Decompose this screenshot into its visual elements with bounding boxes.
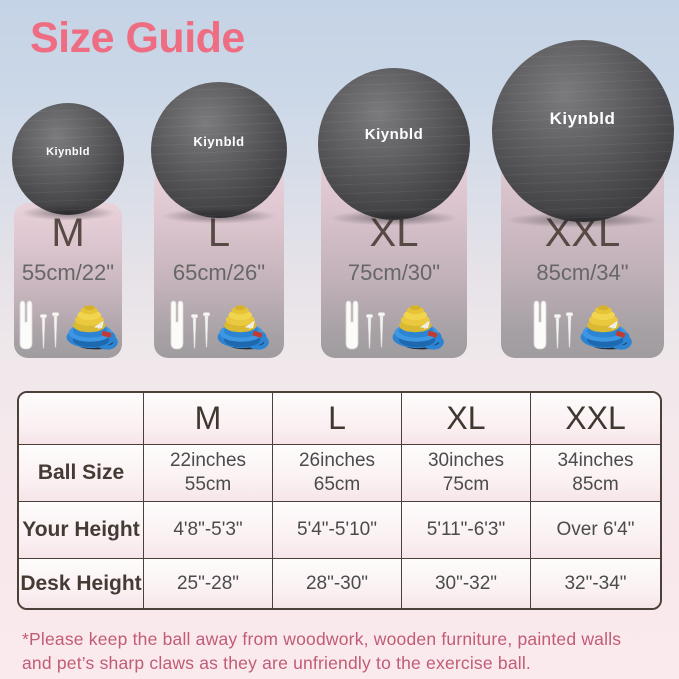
inflation-needle-icon <box>39 314 47 349</box>
row-label-your-height: Your Height <box>19 502 144 559</box>
accessories-row <box>530 295 635 351</box>
plug-remover-icon <box>170 300 183 350</box>
plug-remover-icon <box>19 300 32 350</box>
plug-remover-icon <box>533 300 547 350</box>
size-card-xxl: Kiynbld XXL 85cm/34" <box>491 40 674 358</box>
table-header-l: L <box>273 393 402 445</box>
table-cell: 26inches 65cm <box>273 445 402 502</box>
footnote-text: *Please keep the ball away from woodwork… <box>22 629 622 673</box>
table-cell: 34inches 85cm <box>531 445 660 502</box>
exercise-ball-l: Kiynbld <box>151 82 287 224</box>
table-cell: 5'4"-5'10" <box>273 502 402 559</box>
brand-logo: Kiynbld <box>46 145 90 158</box>
table-cell: 25"-28" <box>144 559 273 608</box>
accessories-row <box>16 295 121 351</box>
inflation-needle-icon <box>190 314 198 349</box>
size-card-xl: Kiynbld XL 75cm/30" <box>318 68 470 358</box>
brand-logo: Kiynbld <box>193 133 245 149</box>
table-cell: Over 6'4" <box>531 502 660 559</box>
inflation-needle-icon <box>554 314 561 349</box>
size-label: L <box>207 211 231 255</box>
size-label: M <box>51 211 85 255</box>
foot-pump-icon <box>392 305 444 350</box>
table-cell: 22inches 55cm <box>144 445 273 502</box>
brand-logo: Kiynbld <box>549 109 616 129</box>
exercise-ball-xl: Kiynbld <box>318 68 470 226</box>
row-label-ball-size: Ball Size <box>19 445 144 502</box>
table-header-xxl: XXL <box>531 393 660 445</box>
table-header-xl: XL <box>402 393 531 445</box>
inflation-needle-icon <box>202 312 210 348</box>
dimension-label: 85cm/34" <box>536 260 629 285</box>
size-table: M L XL XXL Ball Size 22inches 55cm 26inc… <box>17 391 662 610</box>
size-card-l: Kiynbld L 65cm/26" <box>151 82 287 358</box>
table-header-empty <box>19 393 144 445</box>
table-cell: 30"-32" <box>402 559 531 608</box>
accessories-row <box>342 295 447 351</box>
size-card-m: Kiynbld M 55cm/22" <box>12 103 124 358</box>
accessories-row <box>167 295 272 351</box>
dimension-label: 75cm/30" <box>347 260 441 285</box>
table-header-m: M <box>144 393 273 445</box>
table-cell: 4'8"-5'3" <box>144 502 273 559</box>
foot-pump-icon <box>580 305 632 350</box>
dimension-label: 55cm/22" <box>21 260 115 285</box>
plug-remover-icon <box>345 300 358 350</box>
table-cell: 28"-30" <box>273 559 402 608</box>
row-label-desk-height: Desk Height <box>19 559 144 608</box>
exercise-ball-m: Kiynbld <box>12 103 124 221</box>
foot-pump-icon <box>66 305 118 350</box>
table-cell: 32"-34" <box>531 559 660 608</box>
brand-logo: Kiynbld <box>364 125 424 143</box>
inflation-needle-icon <box>377 312 385 348</box>
table-cell: 30inches 75cm <box>402 445 531 502</box>
foot-pump-icon <box>217 305 269 350</box>
table-cell: 5'11"-6'3" <box>402 502 531 559</box>
inflation-needle-icon <box>51 312 59 348</box>
exercise-ball-xxl: Kiynbld <box>491 40 674 228</box>
dimension-label: 65cm/26" <box>172 260 266 285</box>
inflation-needle-icon <box>565 312 574 348</box>
inflation-needle-icon <box>365 314 373 349</box>
page-title: Size Guide <box>30 14 245 62</box>
